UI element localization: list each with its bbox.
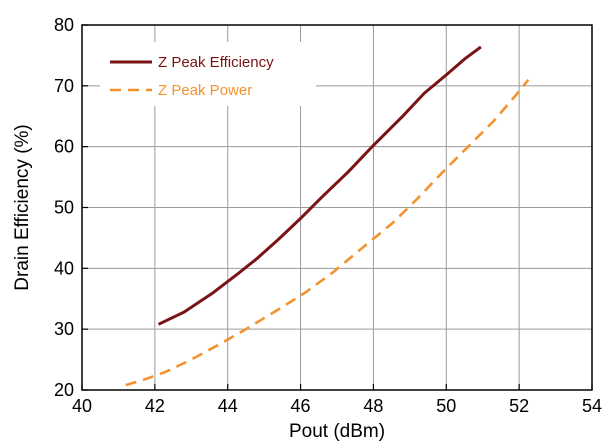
x-tick-label: 40 [72, 396, 92, 416]
series-line-z-peak-efficiency [157, 45, 482, 326]
y-tick-label: 50 [54, 198, 74, 218]
y-tick-label: 80 [54, 15, 74, 35]
y-tick-label: 60 [54, 137, 74, 157]
x-tick-label: 48 [363, 396, 383, 416]
y-axis-title: Drain Efficiency (%) [12, 124, 33, 290]
y-tick-label: 20 [54, 380, 74, 400]
x-tick-label: 54 [582, 396, 602, 416]
y-tick-label: 40 [54, 258, 74, 278]
x-axis-title: Pout (dBm) [289, 421, 385, 442]
y-tick-label: 30 [54, 319, 74, 339]
legend-label: Z Peak Efficiency [158, 54, 274, 71]
legend-background [100, 42, 316, 106]
x-tick-label: 50 [436, 396, 456, 416]
series-line-z-peak-power [125, 78, 530, 387]
y-tick-label: 70 [54, 76, 74, 96]
x-tick-label: 42 [145, 396, 165, 416]
x-tick-label: 44 [218, 396, 238, 416]
legend-label: Z Peak Power [158, 82, 252, 99]
legend: Z Peak Efficiency Z Peak Power [100, 42, 316, 106]
x-tick-label: 46 [291, 396, 311, 416]
series-layer [125, 45, 530, 387]
x-tick-label: 52 [509, 396, 529, 416]
tick-layer: 40 42 44 46 48 50 52 54 20 30 40 50 60 70 80 [54, 15, 602, 416]
